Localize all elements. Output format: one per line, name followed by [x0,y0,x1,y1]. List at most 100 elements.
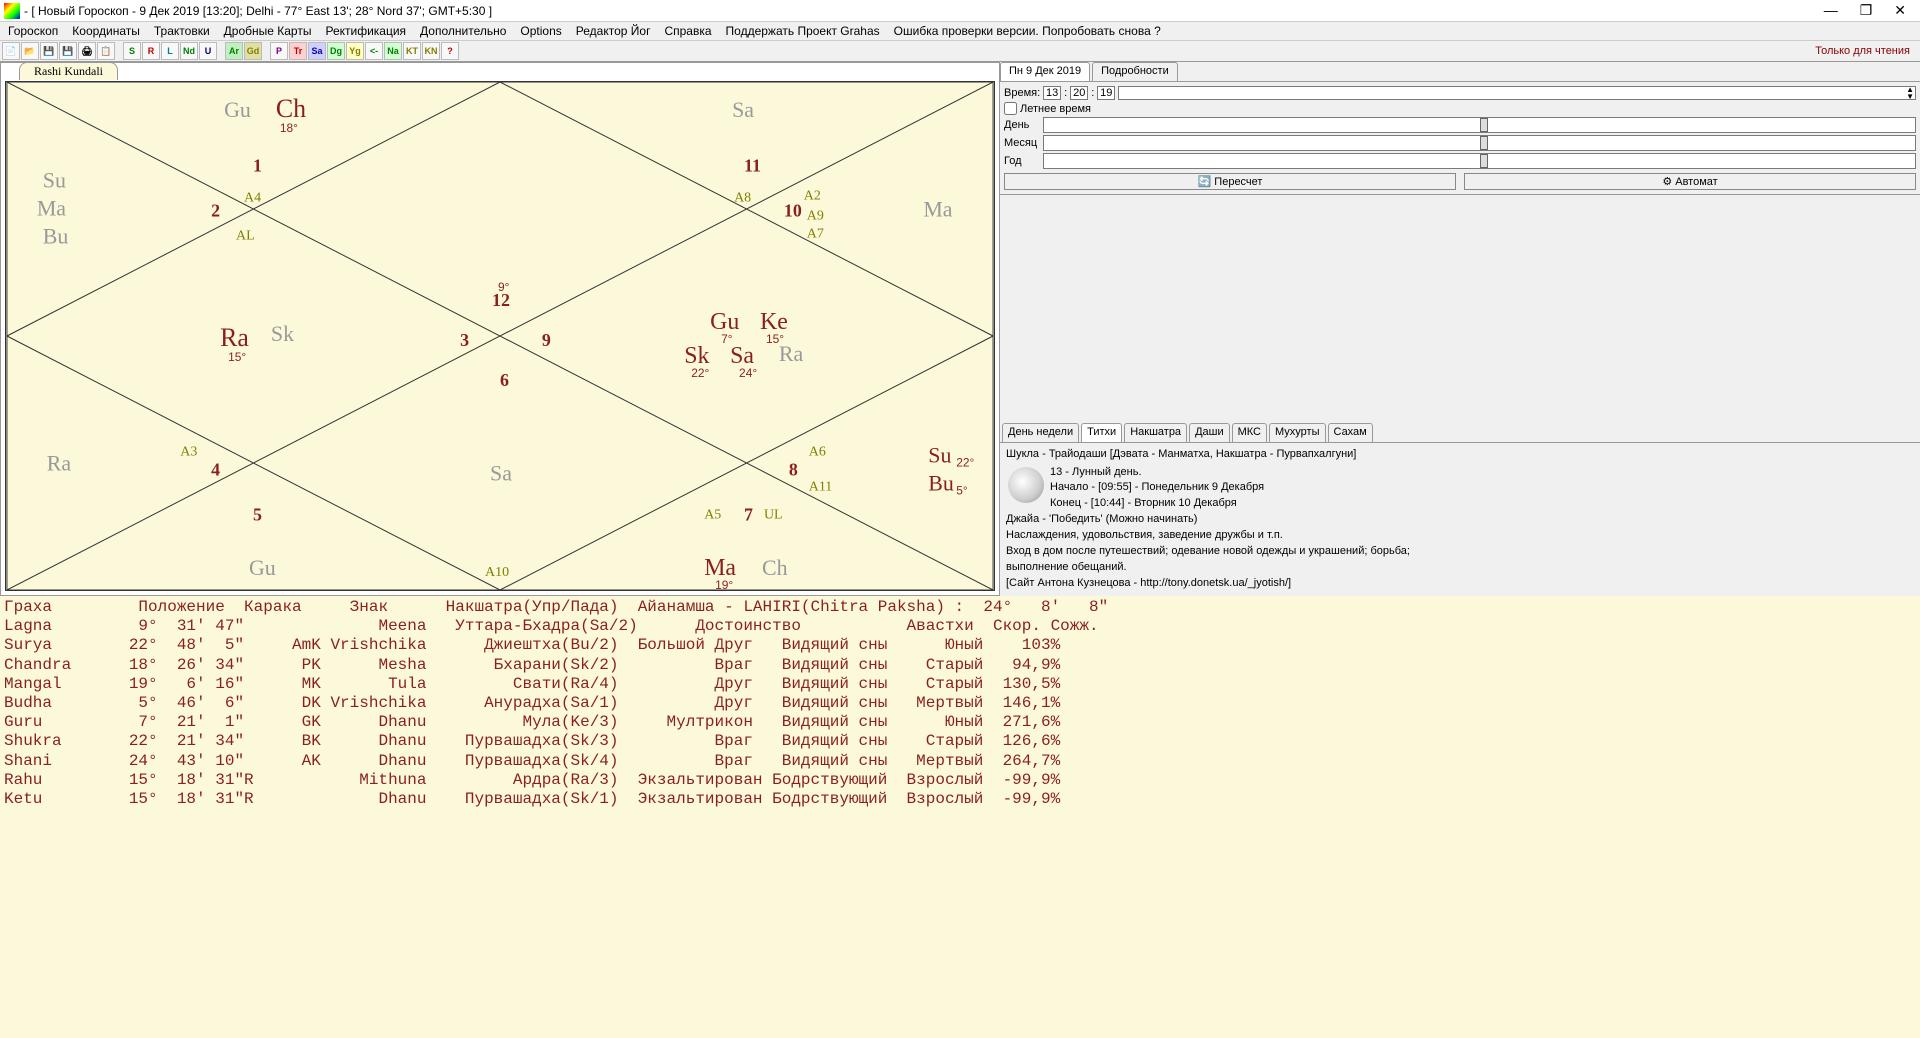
time-label: Время: [1004,87,1040,99]
menu-ректификация[interactable]: Ректификация [319,23,412,39]
recalc-button[interactable]: 🔄 Пересчет [1004,173,1456,190]
toolbar-btn-7[interactable]: R [142,42,160,60]
toolbar-btn-9[interactable]: Nd [180,42,198,60]
menu-справка[interactable]: Справка [658,23,717,39]
svg-text:6: 6 [500,370,509,390]
toolbar-btn-19[interactable]: Na [384,42,402,60]
svg-text:Su: Su [43,168,66,193]
menu-дробные-карты[interactable]: Дробные Карты [218,23,318,39]
toolbar-btn-1[interactable]: 📂 [21,42,39,60]
svg-text:A8: A8 [734,191,751,206]
toolbar-btn-14[interactable]: Tr [289,42,307,60]
toolbar-btn-12[interactable]: Gd [244,42,262,60]
svg-text:A3: A3 [180,445,197,460]
toolbar-btn-20[interactable]: KT [403,42,421,60]
info-line: 13 - Лунный день. [1006,465,1914,481]
right-panel: Пн 9 Дек 2019 Подробности Время: : : ▲▼ … [1000,62,1920,596]
summer-label: Летнее время [1020,103,1091,115]
svg-text:Ma: Ma [923,196,952,221]
close-button[interactable]: ✕ [1892,2,1908,19]
svg-text:Ch: Ch [762,555,788,580]
toolbar-btn-15[interactable]: Sa [308,42,326,60]
menu-поддержать-проект-grahas[interactable]: Поддержать Проект Grahas [720,23,886,39]
svg-text:8: 8 [789,459,798,479]
svg-text:A2: A2 [804,189,821,204]
svg-text:A9: A9 [807,208,824,223]
svg-text:15°: 15° [228,350,246,364]
info-panel: Шукла - Трайодаши [Дэвата - Манматха, На… [1000,443,1920,596]
toolbar-btn-10[interactable]: U [199,42,217,60]
svg-text:5: 5 [253,504,262,524]
svg-text:A11: A11 [809,479,833,494]
toolbar-btn-0[interactable]: 📄 [2,42,20,60]
info-tab-3[interactable]: Даши [1189,423,1230,442]
svg-text:22°: 22° [691,366,709,380]
maximize-button[interactable]: ❐ [1858,2,1875,19]
minimize-button[interactable]: — [1822,2,1840,19]
svg-text:A10: A10 [485,565,509,580]
svg-text:3: 3 [460,330,469,350]
toolbar-btn-6[interactable]: S [123,42,141,60]
menu-трактовки[interactable]: Трактовки [148,23,216,39]
svg-text:10: 10 [784,200,802,220]
info-tab-6[interactable]: Сахам [1328,423,1373,442]
toolbar-btn-4[interactable]: 🖨 [78,42,96,60]
menu-options[interactable]: Options [514,23,567,39]
info-tab-5[interactable]: Мухурты [1269,423,1325,442]
svg-text:Su: Su [928,443,951,468]
info-tab-2[interactable]: Накшатра [1124,423,1187,442]
right-spacer [1000,195,1920,423]
svg-text:A4: A4 [244,191,261,206]
year-label: Год [1004,155,1040,167]
titlebar: - [ Новый Гороскоп - 9 Дек 2019 [13:20];… [0,0,1920,22]
toolbar-btn-5[interactable]: 📋 [97,42,115,60]
svg-text:AL: AL [236,228,255,243]
menu-ошибка-проверки-версии.-попробовать-снова-?[interactable]: Ошибка проверки версии. Попробовать снов… [888,23,1167,39]
readonly-label: Только для чтения [1815,45,1918,57]
toolbar-btn-16[interactable]: Dg [327,42,345,60]
hour-input[interactable] [1043,86,1061,100]
toolbar-btn-8[interactable]: L [161,42,179,60]
menu-гороскоп[interactable]: Гороскоп [2,23,64,39]
menu-дополнительно[interactable]: Дополнительно [414,23,512,39]
day-slider[interactable] [1043,117,1916,133]
toolbar-btn-21[interactable]: KN [422,42,440,60]
chart-tab[interactable]: Rashi Kundali [19,62,118,80]
menu-редактор-йог[interactable]: Редактор Йог [570,23,657,39]
tab-details[interactable]: Подробности [1092,62,1178,81]
toolbar-btn-22[interactable]: ? [441,42,459,60]
toolbar-btn-13[interactable]: P [270,42,288,60]
menu-координаты[interactable]: Координаты [66,23,146,39]
svg-text:Ch: Ch [276,94,306,123]
svg-text:Gu: Gu [224,97,251,122]
tab-date[interactable]: Пн 9 Дек 2019 [1000,62,1090,81]
sec-input[interactable] [1097,86,1115,100]
svg-text:Ma: Ma [37,195,66,220]
svg-text:Ra: Ra [220,323,249,352]
toolbar-btn-3[interactable]: 💾 [59,42,77,60]
info-line: Джайа - 'Победить' (Можно начинать) [1006,512,1914,528]
toolbar-btn-18[interactable]: <- [365,42,383,60]
info-tab-4[interactable]: МКС [1232,423,1267,442]
svg-text:Bu: Bu [43,223,69,248]
svg-text:24°: 24° [739,366,757,380]
time-dropdown[interactable]: ▲▼ [1118,86,1916,100]
svg-text:A5: A5 [704,507,721,522]
info-tab-0[interactable]: День недели [1002,423,1079,442]
toolbar-btn-17[interactable]: Yg [346,42,364,60]
toolbar-btn-2[interactable]: 💾 [40,42,58,60]
month-slider[interactable] [1043,135,1916,151]
year-slider[interactable] [1043,153,1916,169]
svg-text:UL: UL [764,507,783,522]
auto-button[interactable]: ⚙ Автомат [1464,173,1916,190]
menubar: ГороскопКоординатыТрактовкиДробные Карты… [0,22,1920,40]
svg-text:12: 12 [492,290,510,310]
info-line: Начало - [09:55] - Понедельник 9 Декабря [1006,480,1914,496]
toolbar-btn-11[interactable]: Ar [225,42,243,60]
summer-checkbox[interactable] [1004,102,1017,115]
svg-text:Sk: Sk [271,321,294,346]
min-input[interactable] [1070,86,1088,100]
info-tab-1[interactable]: Титхи [1081,423,1122,442]
svg-text:1: 1 [253,156,262,176]
svg-text:Ra: Ra [779,341,804,366]
